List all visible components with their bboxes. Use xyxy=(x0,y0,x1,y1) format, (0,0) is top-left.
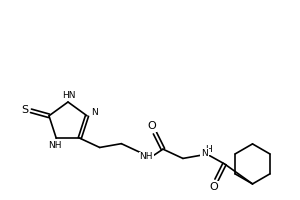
Text: O: O xyxy=(148,121,156,131)
Text: N: N xyxy=(91,108,98,117)
Text: O: O xyxy=(209,182,218,192)
Text: NH: NH xyxy=(140,152,153,161)
Text: H: H xyxy=(205,145,212,154)
Text: NH: NH xyxy=(49,141,62,150)
Text: S: S xyxy=(21,105,28,115)
Text: HN: HN xyxy=(62,90,76,99)
Text: N: N xyxy=(201,149,208,158)
